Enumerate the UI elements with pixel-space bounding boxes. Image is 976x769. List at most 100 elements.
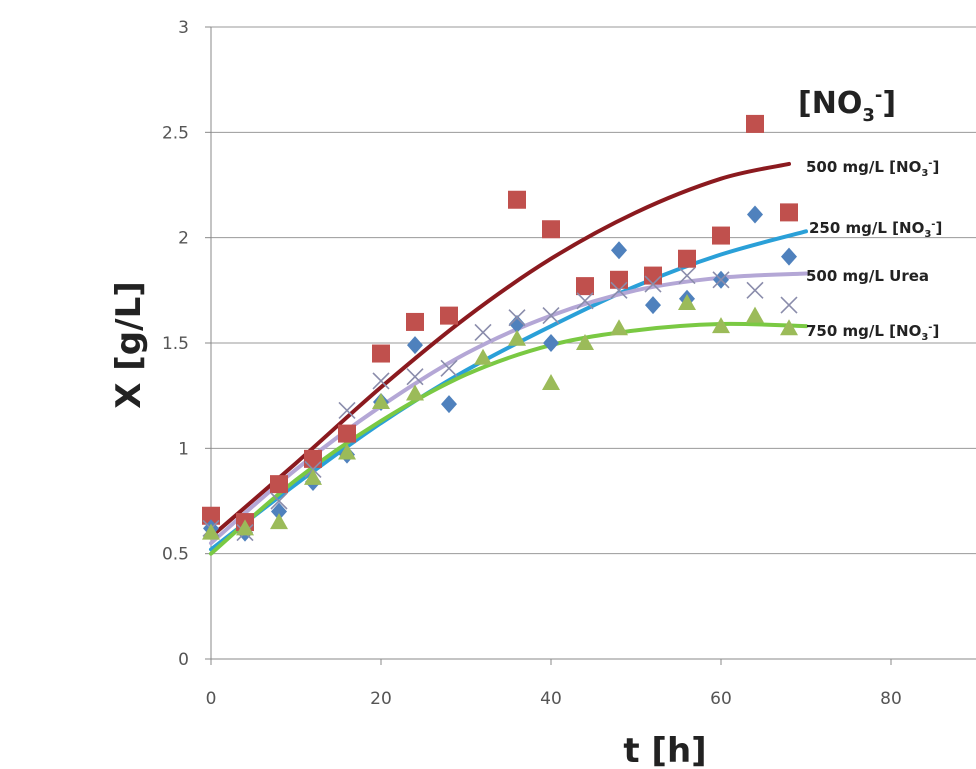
point-x-stroke <box>576 292 594 310</box>
point-triangle <box>406 384 424 401</box>
point-x <box>712 271 730 289</box>
point-x <box>780 296 798 314</box>
point-square <box>576 277 594 296</box>
point-x-stroke <box>644 275 662 293</box>
point-diamond <box>407 336 423 355</box>
point-square <box>712 226 730 245</box>
point-triangle <box>542 374 560 391</box>
y-tick-label: 2.5 <box>162 123 189 143</box>
series-points <box>202 114 798 532</box>
point-x <box>576 292 594 310</box>
point-diamond <box>543 334 559 352</box>
point-triangle <box>372 392 390 409</box>
point-diamond <box>645 296 661 315</box>
point-square <box>644 266 662 285</box>
point-square <box>746 114 764 133</box>
legend: [NO3-] 500 mg/L [NO3-] 250 mg/L [NO3-] 500 … <box>798 85 942 343</box>
series-label: 500 mg/L Urea <box>806 267 929 285</box>
y-tick-label: 0.5 <box>162 545 189 565</box>
series-label: 500 mg/L [NO3-] <box>806 158 939 179</box>
point-diamond <box>441 395 457 414</box>
point-x <box>440 359 458 377</box>
fit-lines <box>209 161 808 556</box>
series-points <box>202 293 798 540</box>
point-x <box>644 275 662 293</box>
point-x-stroke <box>610 281 628 299</box>
series-points <box>203 205 797 542</box>
point-diamond <box>509 315 525 334</box>
point-square <box>678 249 696 268</box>
legend-title: [NO3-] <box>798 85 896 126</box>
point-x <box>678 267 696 285</box>
point-square <box>372 344 390 363</box>
fit-line <box>209 321 808 556</box>
point-square <box>780 203 798 222</box>
series-label: 250 mg/L [NO3-] <box>809 219 942 240</box>
series-label: 750 mg/L [NO3-] <box>806 322 939 343</box>
x-tick-label: 0 <box>206 689 217 709</box>
point-diamond <box>781 247 797 266</box>
point-x <box>474 323 492 342</box>
x-tick-label: 80 <box>880 689 902 709</box>
point-x-stroke <box>678 267 696 285</box>
point-square <box>508 190 526 209</box>
point-diamond <box>611 241 627 260</box>
point-x <box>270 492 288 510</box>
x-tick-label: 20 <box>370 689 392 709</box>
x-axis-label: t [h] <box>623 731 706 769</box>
point-x <box>338 401 356 419</box>
point-square <box>270 475 288 494</box>
y-axis-label: X [g/L] <box>109 281 149 409</box>
y-tick-label: 3 <box>178 18 189 38</box>
point-square <box>440 306 458 325</box>
point-triangle <box>304 468 322 485</box>
point-x <box>406 368 424 386</box>
point-triangle <box>508 329 526 346</box>
point-square <box>202 506 220 525</box>
point-triangle <box>780 319 798 336</box>
point-x <box>508 309 526 327</box>
point-x-stroke <box>270 492 288 510</box>
series-points <box>202 267 798 542</box>
point-x <box>542 307 560 325</box>
point-diamond <box>271 502 287 521</box>
point-x-stroke <box>338 401 356 419</box>
point-square <box>542 220 560 239</box>
point-triangle <box>610 319 628 336</box>
point-x-stroke <box>372 372 390 390</box>
point-x-stroke <box>780 296 798 314</box>
y-tick-label: 0 <box>178 650 189 670</box>
point-x <box>372 372 390 390</box>
point-triangle <box>474 348 492 365</box>
tick-labels: 0 0.5 1 1.5 2 2.5 3 0 20 40 60 80 <box>162 18 902 709</box>
point-x <box>746 281 764 299</box>
point-x-stroke <box>474 323 492 342</box>
point-triangle <box>270 513 288 530</box>
fit-line <box>209 161 791 539</box>
data-points <box>202 114 798 542</box>
point-square <box>406 312 424 331</box>
y-tick-label: 1 <box>178 439 189 459</box>
x-tick-label: 60 <box>710 689 732 709</box>
point-square <box>338 424 356 443</box>
point-triangle <box>678 293 696 310</box>
x-tick-label: 40 <box>540 689 562 709</box>
point-triangle <box>712 317 730 334</box>
point-triangle <box>338 443 356 460</box>
y-tick-label: 1.5 <box>162 334 189 354</box>
y-tick-label: 2 <box>178 229 189 249</box>
point-x-stroke <box>440 359 458 377</box>
point-x-stroke <box>406 368 424 386</box>
point-triangle <box>576 334 594 350</box>
fit-line <box>209 271 808 546</box>
point-diamond <box>747 205 763 224</box>
point-x-stroke <box>712 271 730 289</box>
point-x-stroke <box>508 309 526 327</box>
point-square <box>304 449 322 468</box>
fit-line <box>209 229 808 552</box>
point-triangle <box>202 523 220 540</box>
point-x-stroke <box>542 307 560 325</box>
point-square <box>610 270 628 289</box>
point-triangle <box>236 519 254 536</box>
